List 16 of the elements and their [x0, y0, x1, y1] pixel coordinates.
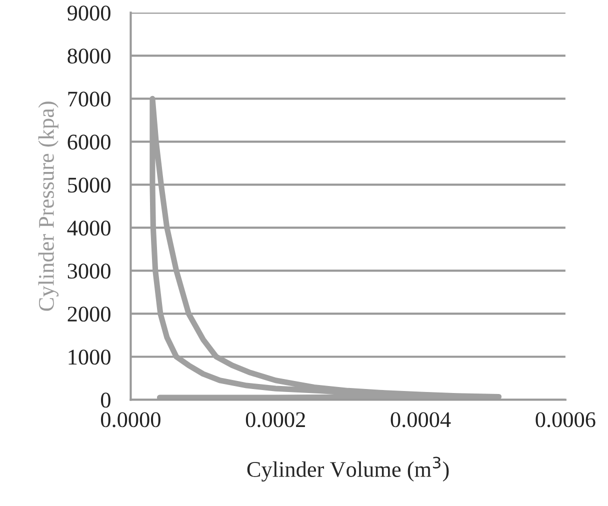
y-tick-label: 6000	[68, 134, 110, 150]
x-tick-label: 0.0006	[536, 412, 596, 428]
y-tick-label: 9000	[68, 6, 110, 21]
y-tick-label: 5000	[68, 178, 110, 193]
y-tick-label: 4000	[67, 220, 110, 236]
y-tick-label: 8000	[68, 48, 110, 64]
y-tick-label: 1000	[68, 350, 110, 365]
x-axis-title: Cylinder Volume (m$^{3}$)	[247, 456, 449, 482]
y-tick-label: 0	[101, 392, 110, 408]
y-tick-label: 3000	[68, 264, 110, 279]
x-tick-label: 0.0000	[101, 412, 160, 428]
y-tick-label: 7000	[68, 92, 110, 107]
x-tick-label: 0.0002	[246, 412, 305, 428]
y-axis-title: Cylinder Pressure (kpa)	[38, 102, 58, 311]
y-tick-label: 2000	[68, 306, 110, 322]
x-tick-label: 0.0004	[390, 412, 451, 428]
